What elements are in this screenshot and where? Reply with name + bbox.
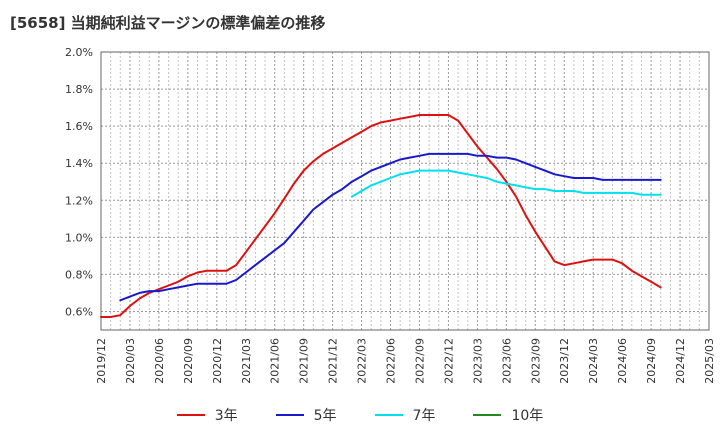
plot-frame [100, 51, 710, 331]
x-tick-label: 2024/12 [674, 338, 687, 384]
x-tick-label: 2021/03 [240, 338, 253, 384]
x-tick-label: 2020/06 [153, 338, 166, 384]
series-line-7年 [350, 169, 662, 198]
legend: 3年 5年 7年 10年 [0, 402, 720, 428]
x-tick-label: 2024/06 [616, 338, 629, 384]
y-tick-label: 1.2% [65, 194, 93, 207]
y-tick-label: 1.4% [65, 157, 93, 170]
series-lines [100, 114, 662, 318]
y-tick-label: 1.8% [65, 83, 93, 96]
y-tick-label: 0.6% [65, 305, 93, 318]
x-tick-label: 2024/03 [587, 338, 600, 384]
legend-swatch [374, 414, 403, 416]
x-tick-label: 2019/12 [95, 338, 108, 384]
x-axis-labels: 2019/12 2020/03 2020/06 2020/09 2020/12 2021/… [95, 338, 716, 384]
legend-label: 10年 [511, 408, 544, 424]
legend-item: 7年 [374, 405, 436, 425]
legend-label: 5年 [313, 408, 337, 424]
legend-swatch [473, 414, 502, 416]
x-tick-label: 2022/09 [413, 338, 426, 384]
legend-item: 3年 [176, 405, 238, 425]
x-tick-label: 2020/03 [124, 338, 137, 384]
x-tick-label: 2023/06 [500, 338, 513, 384]
y-tick-label: 0.8% [65, 268, 93, 281]
x-tick-label: 2022/12 [442, 338, 455, 384]
x-tick-label: 2025/03 [703, 338, 716, 384]
legend-label: 3年 [214, 408, 238, 424]
y-tick-label: 1.6% [65, 120, 93, 133]
series-line-3年 [100, 114, 662, 318]
legend-label: 7年 [412, 408, 436, 424]
x-tick-label: 2022/06 [385, 338, 398, 384]
x-tick-label: 2023/03 [471, 338, 484, 384]
legend-swatch [176, 414, 205, 416]
x-tick-label: 2022/03 [356, 338, 369, 384]
x-tick-label: 2021/12 [327, 338, 340, 384]
y-tick-label: 2.0% [65, 46, 93, 59]
x-tick-label: 2023/09 [529, 338, 542, 384]
x-tick-label: 2021/06 [269, 338, 282, 384]
chart-title: [5658] 当期純利益マージンの標準偏差の推移 [10, 14, 326, 32]
x-tick-label: 2020/12 [211, 338, 224, 384]
grid-lines [100, 51, 710, 330]
x-tick-label: 2023/12 [558, 338, 571, 384]
x-tick-label: 2021/09 [298, 338, 311, 384]
x-tick-label: 2024/09 [645, 338, 658, 384]
legend-item: 5年 [275, 405, 337, 425]
legend-item: 10年 [473, 405, 543, 425]
legend-swatch [275, 414, 304, 416]
x-tick-label: 2020/09 [182, 338, 195, 384]
y-tick-label: 1.0% [65, 231, 93, 244]
series-line-5年 [119, 152, 662, 302]
y-axis-labels: 0.6% 0.8% 1.0% 1.2% 1.4% 1.6% 1.8% 2.0% [65, 46, 93, 318]
